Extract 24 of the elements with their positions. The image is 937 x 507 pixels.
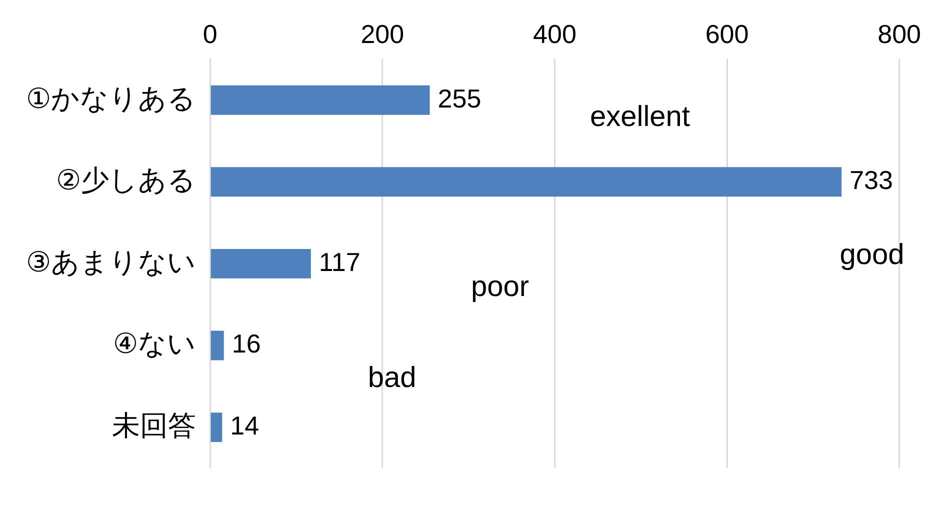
y-tick-label: ③あまりない [26, 246, 196, 278]
data-label: 733 [850, 165, 893, 196]
y-tick-label: ②少しある [56, 164, 196, 196]
x-tick-label: 600 [705, 18, 749, 49]
bar [210, 85, 430, 115]
bar [210, 167, 842, 197]
data-label: 117 [318, 246, 360, 277]
x-tick-label: 0 [202, 18, 218, 49]
annotation: good [840, 239, 904, 271]
data-label: 255 [438, 83, 482, 114]
data-label: 16 [232, 328, 261, 359]
x-tick-label: 800 [878, 18, 922, 49]
annotation: exellent [590, 101, 690, 133]
x-tick-label: 200 [360, 18, 404, 49]
data-label: 14 [230, 410, 260, 440]
x-tick-label: 400 [533, 18, 576, 49]
y-tick-label: ④ない [112, 328, 196, 360]
y-tick-label: 未回答 [112, 410, 196, 442]
bar [210, 412, 222, 442]
annotation: bad [368, 362, 416, 394]
bar [210, 248, 311, 278]
bar [210, 330, 224, 360]
annotation: poor [470, 271, 530, 303]
y-tick-label: ①かなりある [26, 82, 196, 114]
